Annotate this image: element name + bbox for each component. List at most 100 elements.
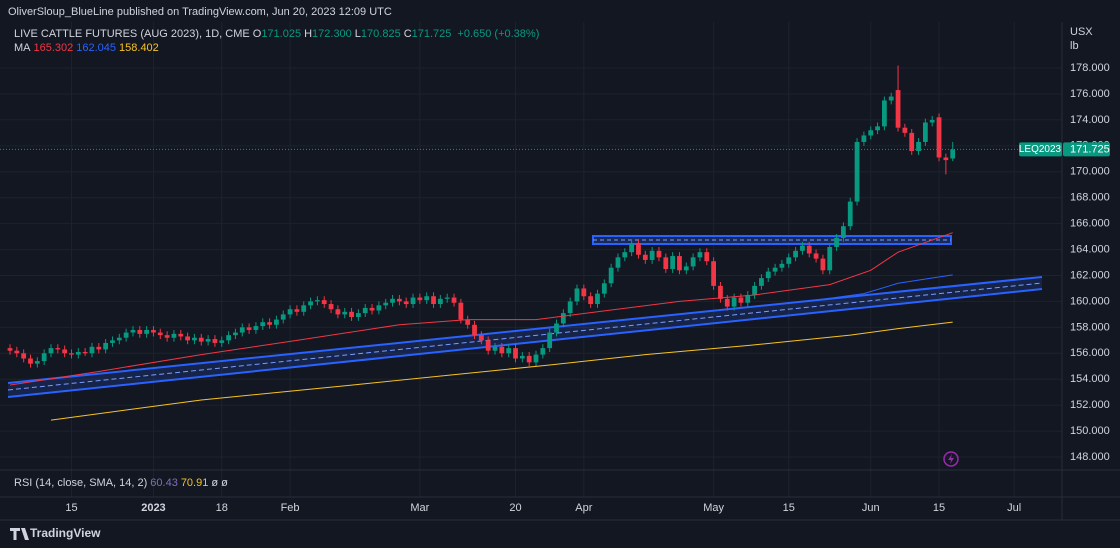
candle-body [335,309,341,315]
candle-body [636,243,641,255]
alert-bolt [948,454,954,464]
symbol: LIVE CATTLE FUTURES (AUG 2023), 1D, CME [14,28,250,40]
y-tick-label: 152.000 [1070,399,1110,411]
candle-body [670,256,676,270]
candle-body [308,301,313,306]
price-label: 171.725 [1070,143,1110,155]
x-tick-label: Jun [862,502,880,514]
candle-body [690,257,696,267]
candle-body [34,361,40,364]
candle-body [424,296,430,301]
candle-body [390,298,395,303]
candle-body [779,263,785,268]
moving-average [816,274,953,301]
y-tick-label: 150.000 [1070,425,1110,437]
candle-body [465,319,471,325]
candle-body [14,350,20,354]
candle-body [55,348,61,350]
candle-body [267,322,272,325]
candle-body [950,149,956,159]
y-tick-label: 178.000 [1070,62,1110,74]
candle-body [595,293,600,305]
x-tick-label: Feb [281,502,300,514]
candle-body [151,329,156,333]
y-tick-label: 148.000 [1070,451,1110,463]
candle-body [233,332,238,336]
ohlc-key: H [304,28,313,40]
candle-body [519,355,525,359]
rsi-ma-value: 70.91 [180,477,209,489]
candle-body [800,245,805,251]
candle-body [301,305,307,312]
candle-body [615,257,621,268]
candle-body [437,298,443,305]
candle-body [772,267,778,272]
candle-body [328,304,334,310]
candle-body [601,283,607,294]
ohlc: O171.025 H172.300 L170.825 C171.725 [253,28,455,40]
y-tick-label: 156.000 [1070,347,1110,359]
candle-body [355,313,361,317]
candle-body [96,346,102,350]
candle-body [280,314,286,320]
candle-body [62,349,68,354]
candle-body [868,130,874,136]
candle-body [875,126,880,131]
alert-icon[interactable] [943,451,959,467]
candle-body [547,332,553,349]
candle-body [629,243,635,253]
rsi-extra: ø [211,477,219,489]
candle-body [417,297,423,301]
candle-body [239,327,245,333]
candle-body [226,335,231,341]
candle-body [342,311,348,315]
candle-body [164,335,170,338]
candle-body [642,254,648,260]
candle-body [260,322,266,327]
candle-body [383,302,389,306]
candle-body [137,329,143,334]
y-tick-label: 162.000 [1070,269,1110,281]
change: +0.650 (+0.38%) [457,28,540,40]
candle-body [752,285,757,295]
candle-body [485,340,491,351]
candle-body [110,340,115,343]
candle-body [560,313,566,324]
candle-body [895,90,901,128]
x-tick-label: 15 [65,502,77,514]
ohlc-value: 171.725 [411,28,452,40]
x-tick-label: Jul [1007,502,1021,514]
candle-body [888,96,894,101]
candle-body [82,352,88,354]
candle-body [478,335,484,341]
candle-body [157,332,163,336]
candle-body [929,119,935,123]
candle-body [622,252,628,258]
candle-body [178,333,184,337]
candle-body [219,340,225,343]
candle-body [738,297,744,303]
candle-body [574,288,580,302]
candle-body [786,257,792,264]
candle-body [656,250,662,258]
x-tick-label: 15 [783,502,795,514]
rsi-title: RSI (14, close, SMA, 14, 2) [14,477,148,489]
candle-body [793,250,798,258]
candle-body [116,337,122,341]
candle-body [287,309,293,315]
ma-value: 158.402 [119,42,159,54]
rsi-value: 60.43 [150,477,178,489]
candle-body [841,226,846,238]
candle-body [697,252,703,258]
candle-body [533,354,539,363]
ticker-box [1019,142,1062,157]
candle-body [718,285,723,299]
y-tick-label: 160.000 [1070,295,1110,307]
candle-body [492,346,498,351]
candle-body [205,339,211,342]
candle-body [48,348,54,354]
candle-body [683,266,689,271]
candle-body [881,100,887,127]
candle-body [649,250,655,260]
